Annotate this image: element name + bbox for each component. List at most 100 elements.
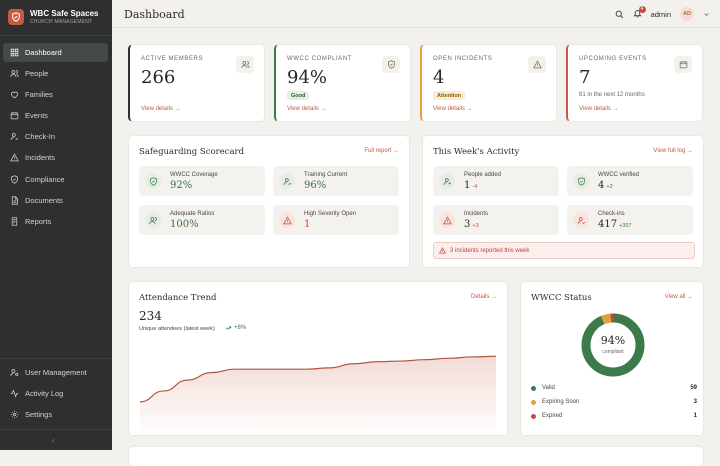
legend-dot: [531, 413, 536, 419]
sidebar-item-people[interactable]: People: [3, 64, 108, 83]
users-icon: [10, 70, 19, 78]
legend-label: Valid: [542, 385, 555, 391]
legend-count: 3: [693, 399, 697, 405]
view-all-link[interactable]: View all →: [664, 294, 693, 300]
tile-label: Training Current: [304, 172, 348, 178]
trend-line: [139, 355, 497, 403]
sidebar: WBC Safe Spaces CHURCH MANAGEMENT Dashbo…: [0, 0, 112, 450]
attendance-value: 234: [139, 309, 162, 323]
stat-value: 7: [579, 67, 591, 88]
warning-icon: [528, 56, 546, 73]
wwcc-donut-chart: [581, 313, 645, 377]
heart-icon: [11, 91, 18, 99]
view-full-log-link[interactable]: View full log →: [653, 148, 693, 154]
tile-value: 3: [464, 219, 471, 230]
legend-count: 59: [690, 385, 697, 391]
shield-icon: [382, 56, 400, 73]
alert-text: 3 incidents reported this week: [450, 247, 530, 254]
brand-name: WBC Safe Spaces: [30, 9, 99, 18]
sidebar-item-incidents[interactable]: Incidents: [3, 148, 108, 167]
sidebar-item-label: User Management: [25, 368, 87, 377]
checkin-icon: [10, 133, 19, 141]
tile-label: High Severity Open: [304, 211, 357, 217]
sidebar-item-events[interactable]: Events: [3, 106, 108, 125]
stat-card-wwcc-compliant[interactable]: WWCC COMPLIANT 94% Good View details →: [274, 44, 411, 122]
scorecard-tile-wwcc-coverage: WWCC Coverage 92%: [139, 166, 265, 196]
details-link[interactable]: Details →: [470, 294, 497, 300]
sidebar-item-label: Incidents: [25, 153, 56, 163]
sidebar-item-compliance[interactable]: Compliance: [3, 170, 108, 189]
weekly-activity-card: This Week's Activity View full log → Peo…: [422, 135, 704, 268]
tile-value: 92%: [170, 180, 193, 191]
stat-card-active-members[interactable]: ACTIVE MEMBERS 266 View details →: [128, 44, 265, 122]
tile-delta: +2: [606, 184, 613, 190]
notification-count-badge: 4: [638, 5, 646, 13]
report-icon: [11, 217, 18, 226]
stat-subtext: 81 in the next 12 months: [579, 92, 645, 98]
main-nav: Dashboard People Families Events Check-I…: [3, 43, 108, 233]
full-report-link[interactable]: Full report →: [364, 148, 399, 154]
warning-icon: [439, 247, 446, 254]
top-bar: Dashboard 4 admin AD: [112, 0, 720, 28]
user-plus-icon: [439, 173, 455, 189]
sidebar-item-label: Compliance: [25, 174, 65, 184]
view-details-link[interactable]: View details →: [579, 106, 619, 112]
admin-nav: User Management Activity Log Settings: [3, 363, 108, 426]
stat-card-open-incidents[interactable]: OPEN INCIDENTS 4 Attention View details …: [420, 44, 557, 122]
sidebar-item-documents[interactable]: Documents: [3, 191, 108, 210]
calendar-icon: [10, 112, 19, 120]
tile-value: 100%: [170, 219, 199, 230]
stat-card-upcoming-events[interactable]: UPCOMING EVENTS 7 81 in the next 12 mont…: [566, 44, 703, 122]
trend-area: [140, 356, 496, 430]
chevron-down-icon[interactable]: [703, 11, 710, 18]
search-icon[interactable]: [615, 10, 624, 19]
stat-value: 266: [141, 67, 176, 88]
tile-value: 417: [598, 219, 618, 230]
user-name[interactable]: admin: [650, 9, 671, 19]
shield-icon: [573, 173, 589, 189]
avatar[interactable]: AD: [680, 7, 694, 21]
bottom-card: [128, 446, 704, 466]
incidents-alert: 3 incidents reported this week: [433, 242, 695, 259]
document-icon: [11, 196, 18, 205]
sidebar-item-label: Events: [25, 111, 48, 121]
tile-value: 1: [464, 180, 471, 191]
stat-label: UPCOMING EVENTS: [579, 56, 647, 62]
card-title: This Week's Activity: [433, 147, 520, 157]
view-details-link[interactable]: View details →: [433, 106, 473, 112]
status-badge: Attention: [433, 91, 466, 100]
checkin-icon: [573, 212, 589, 228]
trend-up-icon: [225, 326, 232, 330]
stat-value: 4: [433, 67, 445, 88]
activity-tile-people-added: People added 1 -4: [433, 166, 559, 196]
attendance-change: +8%: [225, 325, 246, 331]
brand-subtitle: CHURCH MANAGEMENT: [30, 19, 93, 25]
card-title: WWCC Status: [531, 293, 592, 303]
sidebar-item-dashboard[interactable]: Dashboard: [3, 43, 108, 62]
tile-delta: -4: [472, 184, 478, 190]
calendar-icon: [674, 56, 692, 73]
sidebar-item-label: Reports: [25, 216, 52, 226]
tile-value: 96%: [304, 180, 327, 191]
brand: WBC Safe Spaces CHURCH MANAGEMENT: [8, 9, 98, 25]
sidebar-item-activity-log[interactable]: Activity Log: [3, 384, 108, 403]
grid-icon: [10, 48, 19, 57]
sidebar-item-label: Settings: [25, 410, 53, 420]
users-icon: [236, 56, 254, 73]
card-title: Attendance Trend: [139, 293, 217, 303]
attendance-change-value: +8%: [234, 325, 247, 331]
sidebar-item-user-management[interactable]: User Management: [3, 363, 108, 382]
sidebar-item-check-in[interactable]: Check-In: [3, 127, 108, 146]
view-details-link[interactable]: View details →: [287, 106, 327, 112]
safeguarding-scorecard-card: Safeguarding Scorecard Full report → WWC…: [128, 135, 410, 268]
notifications-button[interactable]: 4: [632, 5, 646, 20]
sidebar-item-settings[interactable]: Settings: [3, 405, 108, 424]
stat-label: WWCC COMPLIANT: [287, 56, 353, 62]
sidebar-divider: [0, 35, 112, 36]
sidebar-item-reports[interactable]: Reports: [3, 212, 108, 231]
sidebar-item-families[interactable]: Families: [3, 85, 108, 104]
warning-icon: [10, 153, 19, 162]
collapse-sidebar-button[interactable]: ‹: [52, 436, 55, 445]
scorecard-tile-high-severity-open: High Severity Open 1: [273, 205, 399, 235]
view-details-link[interactable]: View details →: [141, 106, 181, 112]
